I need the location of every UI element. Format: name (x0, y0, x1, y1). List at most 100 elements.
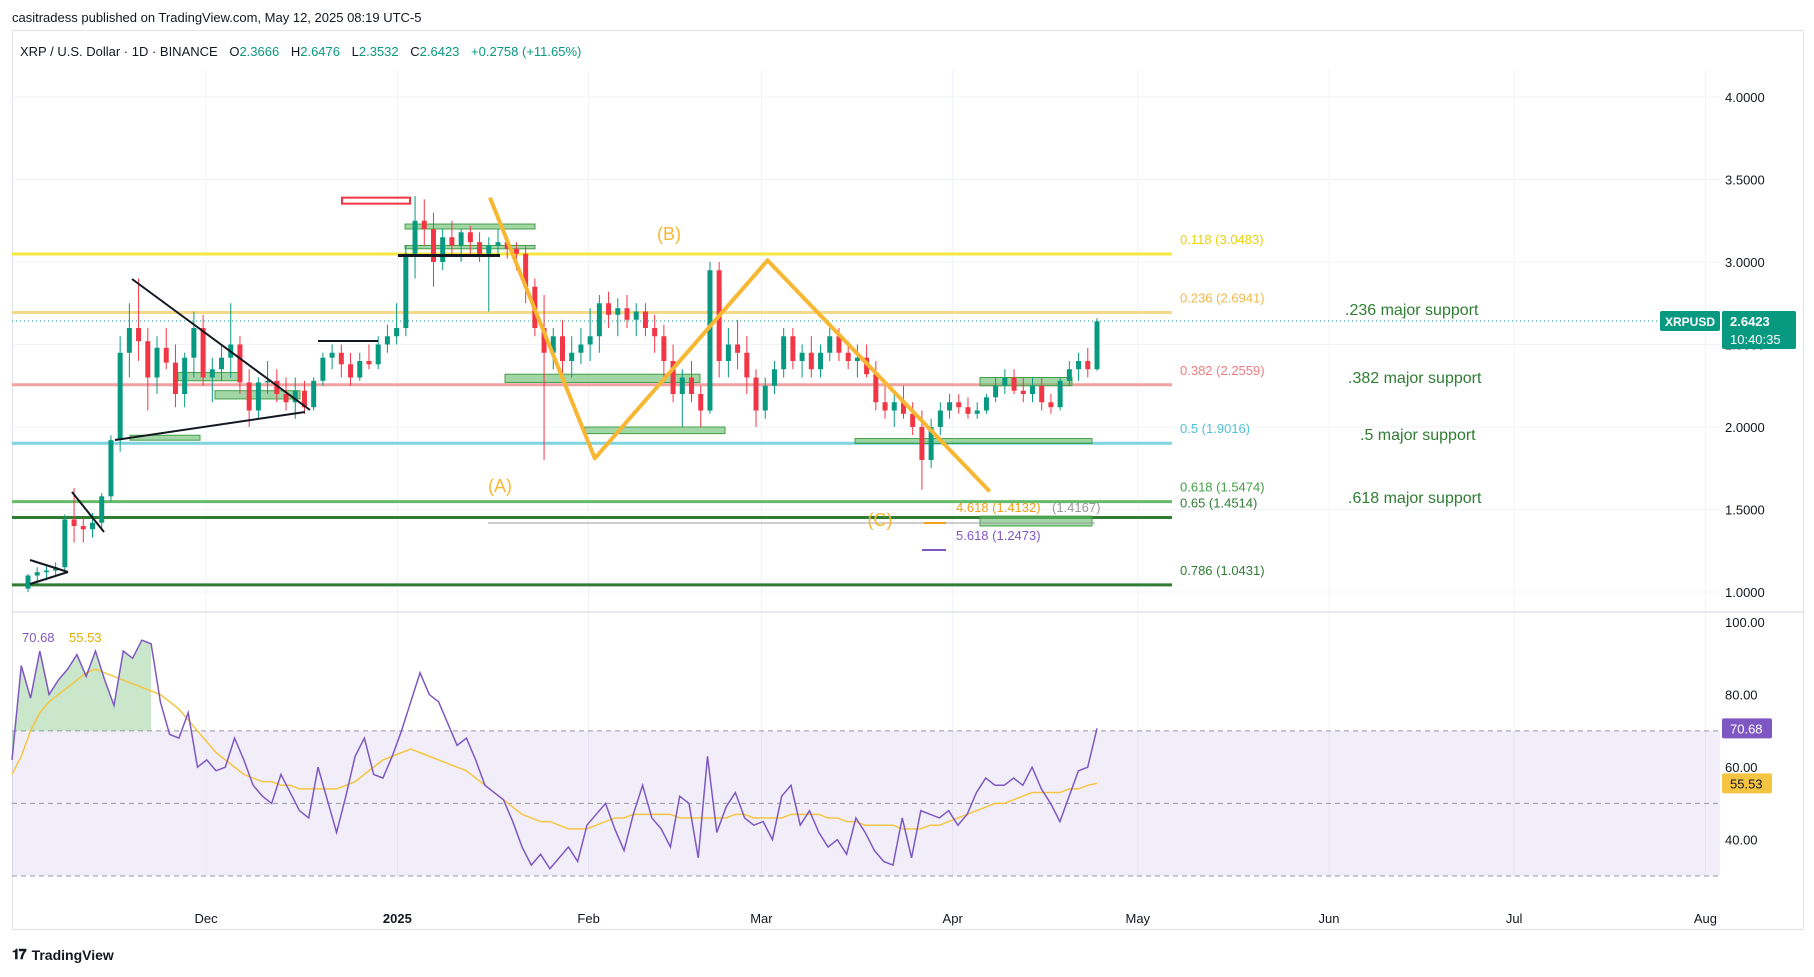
symbol-tag (1660, 311, 1720, 331)
candle-body (624, 308, 630, 320)
candle-body (1094, 321, 1100, 370)
candle-body (919, 427, 925, 460)
candle-body (928, 427, 934, 460)
time-axis-label: Jul (1506, 911, 1523, 926)
candle-body (689, 377, 695, 394)
candle-body (873, 374, 879, 403)
countdown-text: 10:40:35 (1730, 332, 1781, 347)
candle-body (191, 328, 197, 358)
low-value: 2.3532 (358, 44, 399, 59)
open-value: 2.3666 (239, 44, 280, 59)
candle-body (827, 336, 833, 353)
time-axis-label: Apr (943, 911, 964, 926)
support-zone[interactable] (504, 373, 701, 383)
support-annotation: .236 major support (1345, 302, 1479, 319)
support-zone[interactable] (584, 426, 726, 435)
candle-body (43, 570, 49, 573)
trend-line[interactable] (29, 559, 69, 573)
candle-body (90, 522, 96, 530)
candle-body (569, 352, 575, 361)
trend-line[interactable] (71, 491, 105, 533)
chart-frame[interactable] (12, 30, 1804, 930)
candle-body (495, 242, 501, 246)
candle-body (430, 229, 436, 262)
high-value: 2.6476 (300, 44, 340, 59)
candle-body (523, 253, 529, 287)
rsi-ma-tag-text: 55.53 (1730, 776, 1763, 791)
candle-body (246, 382, 252, 411)
rsi-ma-tag (1722, 773, 1772, 794)
rsi-ma-legend-value: 55.53 (69, 630, 102, 645)
time-axis-label: Aug (1694, 911, 1717, 926)
candle-body (974, 410, 980, 414)
change-value: +0.2758 (+11.65%) (471, 44, 582, 59)
candle-body (596, 303, 602, 337)
candle-body (578, 344, 584, 353)
rsi-line (11, 639, 1098, 871)
wave-label-b: (B) (657, 224, 681, 244)
support-zone[interactable] (854, 438, 1093, 444)
candle-body (71, 519, 77, 526)
candle-body (615, 308, 621, 315)
candle-body (108, 440, 114, 497)
candle-body (292, 390, 298, 403)
support-zone[interactable] (979, 515, 1093, 527)
trend-line[interactable] (29, 571, 69, 585)
candle-body (200, 328, 206, 378)
candle-body (117, 352, 123, 441)
extension-label: 4.618 (1.4132) (956, 500, 1041, 515)
fib-level-label: 0.786 (1.0431) (1180, 563, 1265, 578)
candle-body (338, 352, 344, 365)
candle-body (900, 402, 906, 414)
rsi-ma-line (11, 668, 1098, 830)
price-axis-label: 3.5000 (1725, 173, 1765, 188)
rsi-overbought-fill (12, 640, 152, 760)
symbol-tag-text: XRPUSD (1665, 315, 1715, 329)
candle-body (99, 496, 105, 523)
candle-body (384, 336, 390, 345)
candle-body (762, 385, 768, 411)
trend-line[interactable] (114, 411, 306, 441)
rsi-axis-label: 80.00 (1725, 688, 1758, 703)
candle-body (560, 336, 565, 361)
fib-level-label: 0.118 (3.0483) (1180, 232, 1264, 247)
fib-level-label: 0.65 (1.4514) (1180, 496, 1257, 511)
close-label: C (410, 44, 420, 59)
candle-body (1085, 361, 1091, 370)
candle-body (255, 382, 261, 411)
candle-body (587, 336, 593, 345)
candle-body (421, 220, 427, 229)
candle-body (1057, 380, 1063, 408)
candle-body (182, 357, 188, 394)
rsi-axis-label: 100.00 (1725, 615, 1765, 630)
candle-body (172, 362, 178, 394)
symbol-title[interactable]: XRP / U.S. Dollar · 1D · BINANCE (20, 44, 218, 59)
trend-line[interactable] (131, 278, 311, 411)
candle-body (882, 402, 888, 411)
candle-body (642, 311, 648, 328)
low-label: L (351, 44, 359, 59)
candle-body (541, 328, 547, 353)
candle-body (449, 237, 455, 246)
candle-body (550, 336, 556, 353)
candle-body (265, 380, 271, 383)
abc-wave-line[interactable] (488, 196, 992, 493)
candle-body (412, 220, 418, 254)
candle-body (126, 328, 132, 353)
support-annotation: .5 major support (1360, 427, 1476, 444)
resistance-zone[interactable] (341, 196, 411, 205)
candle-body (845, 352, 851, 361)
rsi-tag-text: 70.68 (1730, 721, 1763, 736)
candle-body (1002, 377, 1008, 386)
rsi-axis-label: 40.00 (1725, 833, 1758, 848)
candle-body (606, 303, 612, 315)
ohlc-legend: XRP / U.S. Dollar · 1D · BINANCE O2.3666… (20, 44, 589, 59)
candle-body (679, 377, 685, 394)
fib-level-label: 0.618 (1.5474) (1180, 480, 1265, 495)
candle-body (145, 341, 151, 378)
candle-body (854, 357, 860, 361)
candle-body (891, 402, 897, 411)
price-axis-label: 1.0000 (1725, 585, 1765, 600)
support-zone[interactable] (979, 377, 1073, 387)
